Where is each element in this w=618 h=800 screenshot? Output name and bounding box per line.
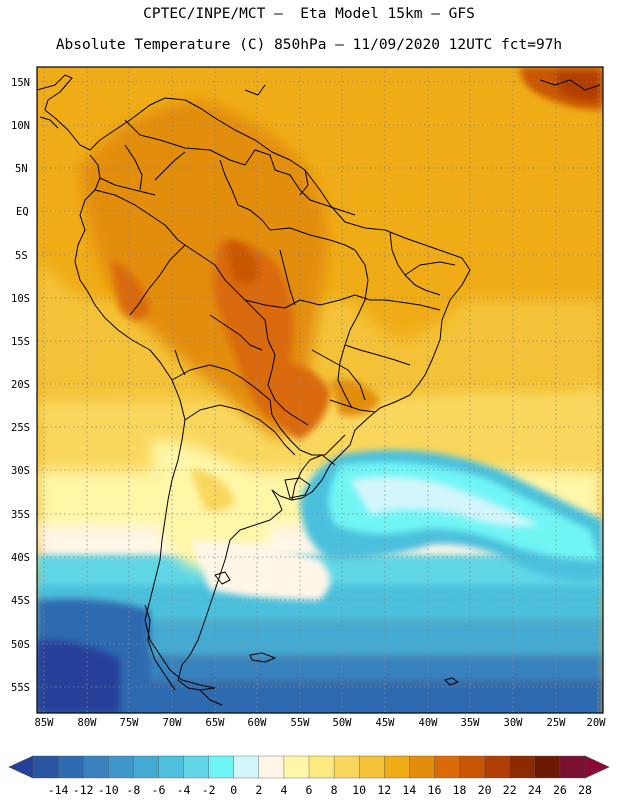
color-scale-min-arrow xyxy=(8,755,34,779)
lon-label: 45W xyxy=(376,717,396,729)
color-scale-label: 16 xyxy=(428,783,442,797)
color-scale-label: 12 xyxy=(377,783,391,797)
color-scale-label: -12 xyxy=(73,783,94,797)
lon-label: 55W xyxy=(291,717,311,729)
lat-label: 10S xyxy=(11,293,30,305)
lat-label: 40S xyxy=(11,552,30,564)
lon-label: 40W xyxy=(419,717,439,729)
lon-label: 65W xyxy=(206,717,226,729)
color-scale-label: 8 xyxy=(331,783,338,797)
color-scale-swatch xyxy=(308,755,335,779)
color-scale-swatch xyxy=(333,755,360,779)
lon-label: 25W xyxy=(547,717,567,729)
lat-label: 55S xyxy=(11,682,30,694)
color-scale-label: 10 xyxy=(352,783,366,797)
color-scale-label: 24 xyxy=(528,783,542,797)
temperature-field xyxy=(37,67,603,713)
lon-label: 50W xyxy=(333,717,353,729)
title-line-2: Absolute Temperature (C) 850hPa — 11/09/… xyxy=(55,37,563,53)
lon-label: 80W xyxy=(78,717,98,729)
color-scale-swatch xyxy=(509,755,536,779)
color-scale-swatch xyxy=(32,755,59,779)
color-scale-swatch xyxy=(384,755,410,779)
color-scale-swatch xyxy=(108,755,134,779)
color-scale-label: 4 xyxy=(280,783,287,797)
lat-label: 10N xyxy=(11,120,30,132)
color-scale-swatch xyxy=(183,755,210,779)
lat-label: 35S xyxy=(11,509,30,521)
lat-label: 15S xyxy=(11,336,30,348)
color-scale-labels: -14 -12 -10 -8 -6 -4 -2 0 2 4 6 8 10 12 14 16 18 20 22 24 26… xyxy=(48,783,592,797)
lat-label: EQ xyxy=(16,206,29,218)
color-scale-max-arrow xyxy=(584,755,610,779)
lat-label: 15N xyxy=(11,77,30,89)
color-scale-label: 6 xyxy=(306,783,313,797)
color-scale-swatch xyxy=(57,755,84,779)
lon-label: 85W xyxy=(35,717,55,729)
latitude-labels: 15N 10N 5N EQ 5S 10S 15S 20S 25S 30S 35S… xyxy=(11,77,30,694)
color-scale-swatch xyxy=(434,755,461,779)
lat-label: 25S xyxy=(11,422,30,434)
color-scale-label: 28 xyxy=(578,783,592,797)
color-scale-swatch xyxy=(158,755,185,779)
lon-label: 70W xyxy=(163,717,183,729)
longitude-labels: 85W 80W 75W 70W 65W 60W 55W 50W 45W 40W … xyxy=(35,717,607,729)
color-scale-label: -8 xyxy=(126,783,140,797)
color-scale-label: 22 xyxy=(503,783,517,797)
lat-label: 20S xyxy=(11,379,30,391)
color-scale-swatch xyxy=(82,755,109,779)
coastlines-and-borders xyxy=(36,74,601,706)
lon-label: 60W xyxy=(248,717,268,729)
color-scale-label: -2 xyxy=(202,783,216,797)
lat-label: 5N xyxy=(15,163,28,175)
color-scale-label: -10 xyxy=(98,783,119,797)
lon-label: 35W xyxy=(461,717,481,729)
lon-label: 20W xyxy=(587,717,607,729)
color-scale-label: 26 xyxy=(553,783,567,797)
map-frame xyxy=(36,66,604,714)
color-scale-swatch xyxy=(409,755,435,779)
lat-label: 45S xyxy=(11,595,30,607)
color-scale-swatch xyxy=(559,755,586,779)
color-scale-swatch xyxy=(233,755,260,779)
lat-label: 5S xyxy=(15,250,28,262)
lat-label: 30S xyxy=(11,465,30,477)
color-scale-swatch xyxy=(358,755,385,779)
color-scale-label: -4 xyxy=(177,783,191,797)
color-scale-swatch xyxy=(133,755,159,779)
temperature-map: 15N 10N 5N EQ 5S 10S 15S 20S 25S 30S 35S… xyxy=(11,66,607,729)
lon-label: 30W xyxy=(504,717,524,729)
lon-label: 75W xyxy=(120,717,140,729)
color-scale-swatches xyxy=(8,755,610,779)
color-scale: -14 -12 -10 -8 -6 -4 -2 0 2 4 6 8 10 12 14 16 18 20 22 24 26… xyxy=(8,755,610,797)
color-scale-label: 20 xyxy=(478,783,492,797)
title-line-1: CPTEC/INPE/MCT — Eta Model 15km — GFS xyxy=(143,6,475,22)
color-scale-swatch xyxy=(208,755,235,779)
color-scale-label: 2 xyxy=(255,783,262,797)
color-scale-label: -6 xyxy=(152,783,166,797)
color-scale-swatch xyxy=(459,755,486,779)
color-scale-swatch xyxy=(534,755,561,779)
lat-label: 50S xyxy=(11,639,30,651)
color-scale-swatch xyxy=(484,755,511,779)
color-scale-swatch xyxy=(258,755,285,779)
color-scale-label: 18 xyxy=(453,783,467,797)
color-scale-label: -14 xyxy=(48,783,69,797)
color-scale-label: 0 xyxy=(230,783,237,797)
color-scale-label: 14 xyxy=(402,783,416,797)
color-scale-swatch xyxy=(283,755,310,779)
